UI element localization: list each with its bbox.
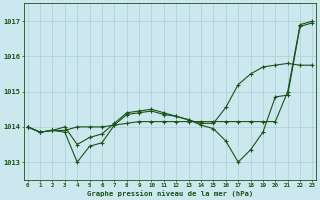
X-axis label: Graphe pression niveau de la mer (hPa): Graphe pression niveau de la mer (hPa) (87, 190, 253, 197)
